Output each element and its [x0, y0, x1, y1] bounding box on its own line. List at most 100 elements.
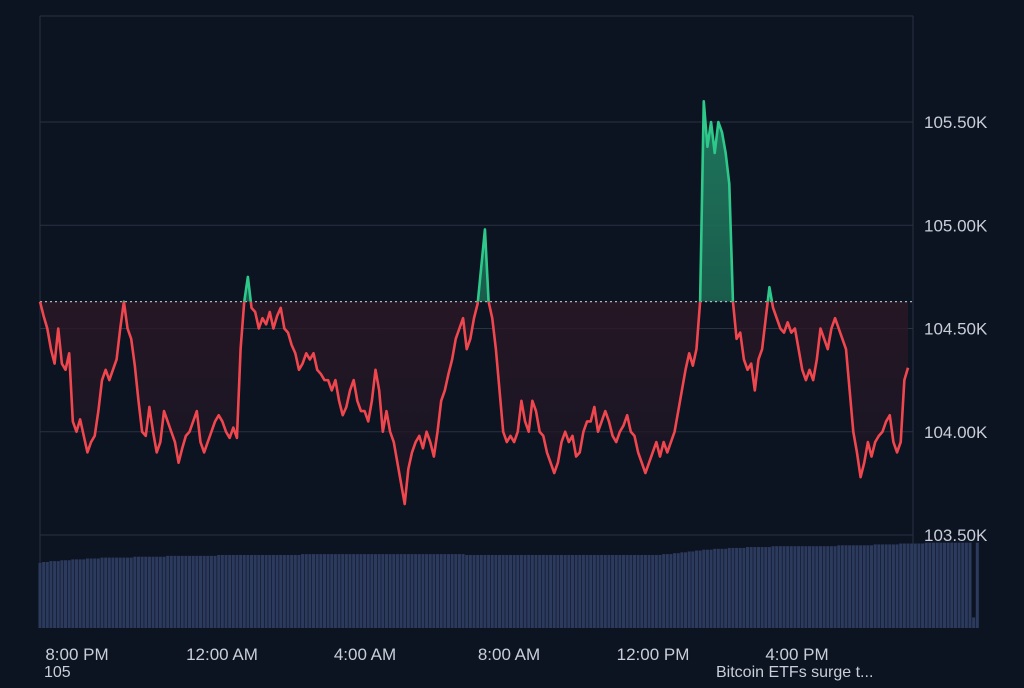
volume-bar: [676, 553, 680, 628]
volume-bar: [177, 555, 181, 628]
volume-bar: [848, 545, 852, 628]
volume-bar: [195, 555, 199, 628]
volume-bar: [479, 554, 483, 628]
volume-bar: [126, 557, 130, 628]
volume-bar: [74, 559, 78, 628]
volume-bar: [89, 558, 93, 628]
volume-bar: [917, 543, 921, 628]
volume-bar: [607, 554, 611, 628]
volume-bar: [738, 547, 742, 628]
volume-bar: [60, 560, 64, 628]
volume-bar: [724, 548, 728, 628]
volume-bar: [534, 554, 538, 628]
volume-bar: [410, 554, 414, 628]
volume-bar: [228, 554, 232, 628]
volume-bar: [333, 554, 337, 628]
volume-bar: [702, 549, 706, 628]
volume-bar: [250, 554, 254, 628]
volume-bar: [851, 545, 855, 628]
volume-bar: [275, 554, 279, 628]
volume-bar: [826, 546, 830, 628]
volume-bar: [341, 554, 345, 628]
volume-bar: [64, 560, 68, 628]
volume-bar: [505, 554, 509, 628]
volume-bar: [465, 554, 469, 628]
volume-bar: [107, 557, 111, 628]
volume-bar: [942, 542, 946, 628]
volume-bar: [899, 543, 903, 628]
volume-bar: [541, 554, 545, 628]
volume-bar: [330, 554, 334, 628]
volume-bar: [217, 554, 221, 628]
volume-bar: [78, 559, 82, 628]
volume-bar: [932, 542, 936, 628]
volume-bar: [191, 555, 195, 628]
volume-bar: [767, 547, 771, 628]
volume-bar: [439, 554, 443, 628]
volume-bar: [891, 544, 895, 628]
volume-bar: [673, 553, 677, 628]
volume-bar: [264, 554, 268, 628]
volume-bar: [104, 557, 108, 628]
volume-bar: [957, 542, 961, 628]
volume-bar: [461, 554, 465, 628]
volume-bar: [118, 557, 122, 628]
volume-bar: [873, 544, 877, 628]
volume-bar: [180, 555, 184, 628]
volume-bar: [388, 554, 392, 628]
volume-bar: [906, 543, 910, 628]
volume-bar: [122, 557, 126, 628]
volume-bar: [735, 547, 739, 628]
volume-bar: [133, 556, 137, 628]
volume-bar: [315, 554, 319, 628]
volume-bar: [764, 547, 768, 628]
volume-bar: [742, 547, 746, 628]
volume-bar: [581, 554, 585, 628]
volume-bar: [235, 554, 239, 628]
volume-bar: [239, 554, 243, 628]
volume-bar: [578, 554, 582, 628]
volume-bar: [870, 545, 874, 628]
volume-bar: [687, 551, 691, 628]
news-headline-link[interactable]: Bitcoin ETFs surge t...: [716, 664, 874, 681]
volume-bar: [622, 554, 626, 628]
volume-bar: [301, 554, 305, 628]
volume-bar: [454, 554, 458, 628]
volume-bar: [363, 554, 367, 628]
volume-bar: [359, 554, 363, 628]
volume-bar: [403, 554, 407, 628]
volume-bar: [563, 554, 567, 628]
y-tick-label: 104.00K: [924, 423, 988, 442]
x-tick-label: 12:00 PM: [617, 645, 690, 664]
volume-bar: [567, 554, 571, 628]
volume-bar: [545, 554, 549, 628]
volume-bar: [166, 555, 170, 628]
volume-bar: [684, 552, 688, 628]
volume-bar: [38, 562, 42, 628]
volume-bar: [406, 554, 410, 628]
volume-bar: [206, 555, 210, 628]
y-tick-label: 105.50K: [924, 113, 988, 132]
volume-bar: [953, 542, 957, 628]
volume-bar: [658, 554, 662, 628]
volume-bar: [975, 542, 979, 628]
volume-bar: [815, 546, 819, 628]
volume-bar: [585, 554, 589, 628]
volume-bar: [67, 560, 71, 628]
volume-bar: [158, 556, 162, 628]
y-tick-label: 105.00K: [924, 216, 988, 235]
volume-bar: [880, 544, 884, 628]
volume-bar: [829, 546, 833, 628]
volume-bar: [837, 545, 841, 628]
volume-bar: [242, 554, 246, 628]
volume-bar: [640, 554, 644, 628]
volume-bar: [928, 542, 932, 628]
volume-bar: [662, 554, 666, 628]
volume-bar: [643, 554, 647, 628]
volume-bar: [691, 551, 695, 628]
volume-bar: [381, 554, 385, 628]
volume-bar: [136, 556, 140, 628]
volume-bar: [844, 545, 848, 628]
